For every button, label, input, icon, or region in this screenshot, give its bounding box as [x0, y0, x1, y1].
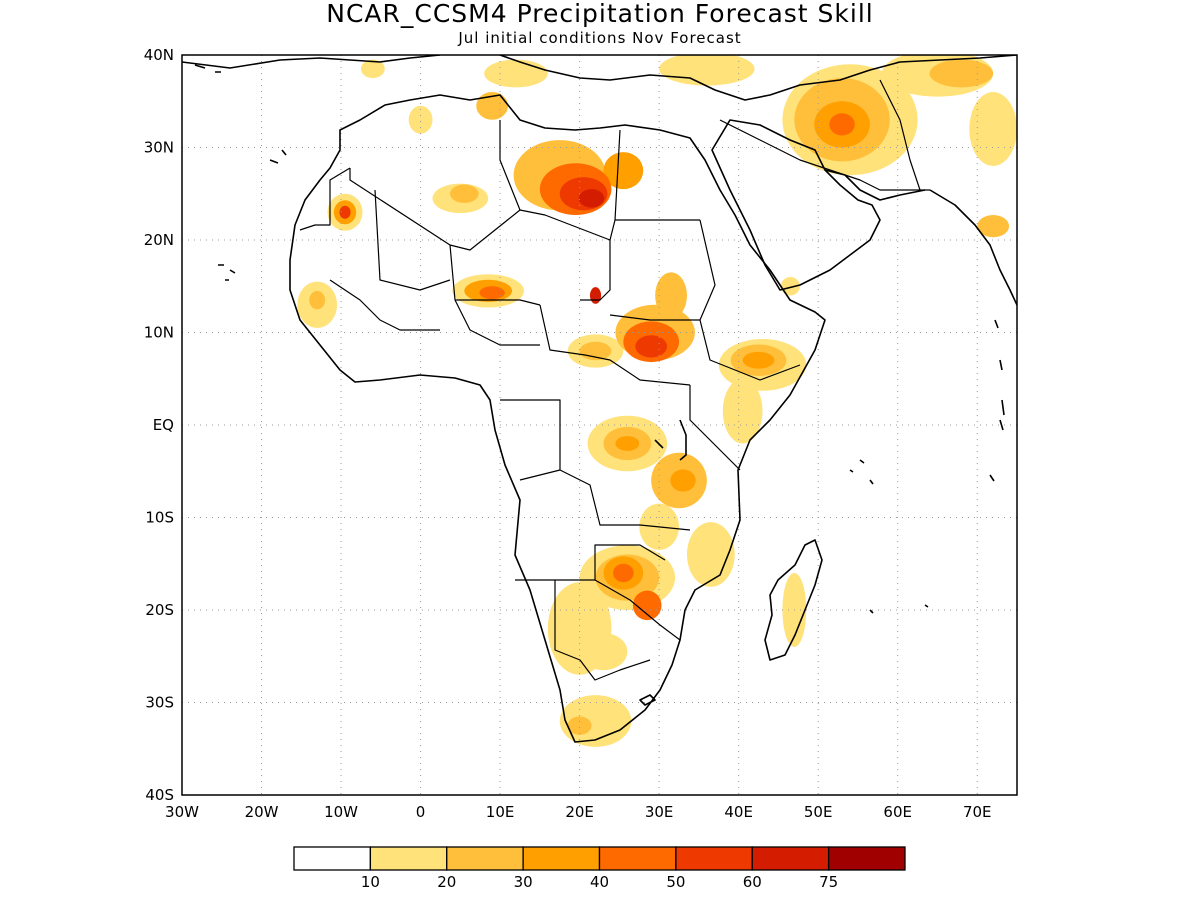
skill-region-18	[589, 287, 602, 304]
colorbar-label-6: 75	[819, 873, 838, 891]
lon-tick-4: 10E	[486, 803, 515, 821]
colorbar-swatch-5	[675, 846, 753, 871]
lat-tick-7: 30S	[145, 694, 174, 712]
lon-tick-3: 0	[416, 803, 426, 821]
lat-tick-2: 20N	[144, 231, 174, 249]
lon-tick-7: 40E	[724, 803, 753, 821]
colorbar-swatch-2	[446, 846, 524, 871]
map-subtitle: Jul initial conditions Nov Forecast	[457, 29, 741, 47]
colorbar-swatch-4	[598, 846, 677, 871]
colorbar-swatch-3	[522, 846, 601, 871]
lat-tick-3: 10N	[144, 324, 174, 342]
small-islands	[194, 64, 1005, 706]
lon-tick-9: 60E	[883, 803, 912, 821]
madagascar-coastline	[764, 539, 823, 661]
plot-frame	[181, 54, 1018, 796]
africa-coastline	[289, 94, 826, 743]
skill-region-42	[476, 92, 509, 120]
skill-region-40	[567, 716, 592, 735]
skill-region-7	[449, 184, 479, 203]
colorbar-swatch-7	[827, 846, 906, 871]
lon-tick-labels: 30W 20W 10W 0 10E 20E 30E 40E 50E 60E 70E	[165, 803, 991, 821]
colorbar-swatch-1	[369, 846, 448, 871]
skill-region-35	[613, 563, 634, 583]
skill-region-17	[655, 272, 687, 319]
lat-tick-4: EQ	[153, 416, 174, 434]
skill-region-55	[780, 277, 800, 296]
skill-contours	[297, 55, 1017, 747]
colorbar-label-3: 40	[590, 873, 609, 891]
lat-tick-8: 40S	[145, 786, 174, 804]
lat-tick-0: 40N	[144, 46, 174, 64]
lon-tick-8: 50E	[804, 803, 833, 821]
skill-region-30	[686, 522, 735, 587]
lon-tick-6: 30E	[645, 803, 674, 821]
lon-tick-5: 20E	[565, 803, 594, 821]
colorbar: 10 20 30 40 50 60 75	[293, 846, 906, 891]
colorbar-label-1: 20	[437, 873, 456, 891]
colorbar-label-0: 10	[361, 873, 380, 891]
skill-region-24	[722, 378, 763, 444]
skill-region-38	[579, 633, 628, 671]
lat-tick-5: 10S	[145, 509, 174, 527]
colorbar-swatch-0	[293, 846, 372, 871]
lat-tick-labels: 40N 30N 20N 10N EQ 10S 20S 30S 40S	[144, 46, 174, 804]
skill-region-10	[339, 205, 351, 219]
skill-region-27	[615, 436, 640, 451]
skill-region-46	[659, 55, 755, 86]
skill-region-52	[929, 59, 994, 88]
colorbar-swatch-6	[751, 846, 830, 871]
skill-region-4	[578, 189, 605, 208]
skill-region-50	[829, 113, 855, 136]
colorbar-label-4: 50	[666, 873, 685, 891]
colorbar-label-5: 60	[743, 873, 762, 891]
lon-tick-0: 30W	[165, 803, 199, 821]
lat-tick-6: 20S	[145, 601, 174, 619]
skill-region-16	[635, 335, 668, 358]
map-title: NCAR_CCSM4 Precipitation Forecast Skill	[326, 0, 873, 28]
arabia-coastline	[711, 119, 881, 291]
country-borders	[299, 79, 930, 681]
skill-region-29	[670, 469, 696, 492]
mediterranean-north-coast	[182, 55, 1017, 101]
india-coastline	[929, 189, 1017, 306]
colorbar-label-2: 30	[514, 873, 533, 891]
skill-region-45	[484, 59, 548, 88]
skill-region-23	[742, 351, 775, 369]
lat-tick-1: 30N	[144, 139, 174, 157]
skill-region-43	[408, 105, 433, 134]
lon-tick-2: 10W	[324, 803, 358, 821]
skill-region-53	[969, 92, 1017, 166]
lon-tick-10: 70E	[963, 803, 992, 821]
skill-region-5	[603, 152, 644, 190]
skill-region-57	[309, 290, 326, 310]
skill-region-36	[632, 590, 662, 621]
lon-tick-1: 20W	[245, 803, 279, 821]
skill-region-54	[977, 215, 1010, 238]
skill-region-13	[479, 286, 505, 300]
skill-region-44	[360, 59, 385, 79]
